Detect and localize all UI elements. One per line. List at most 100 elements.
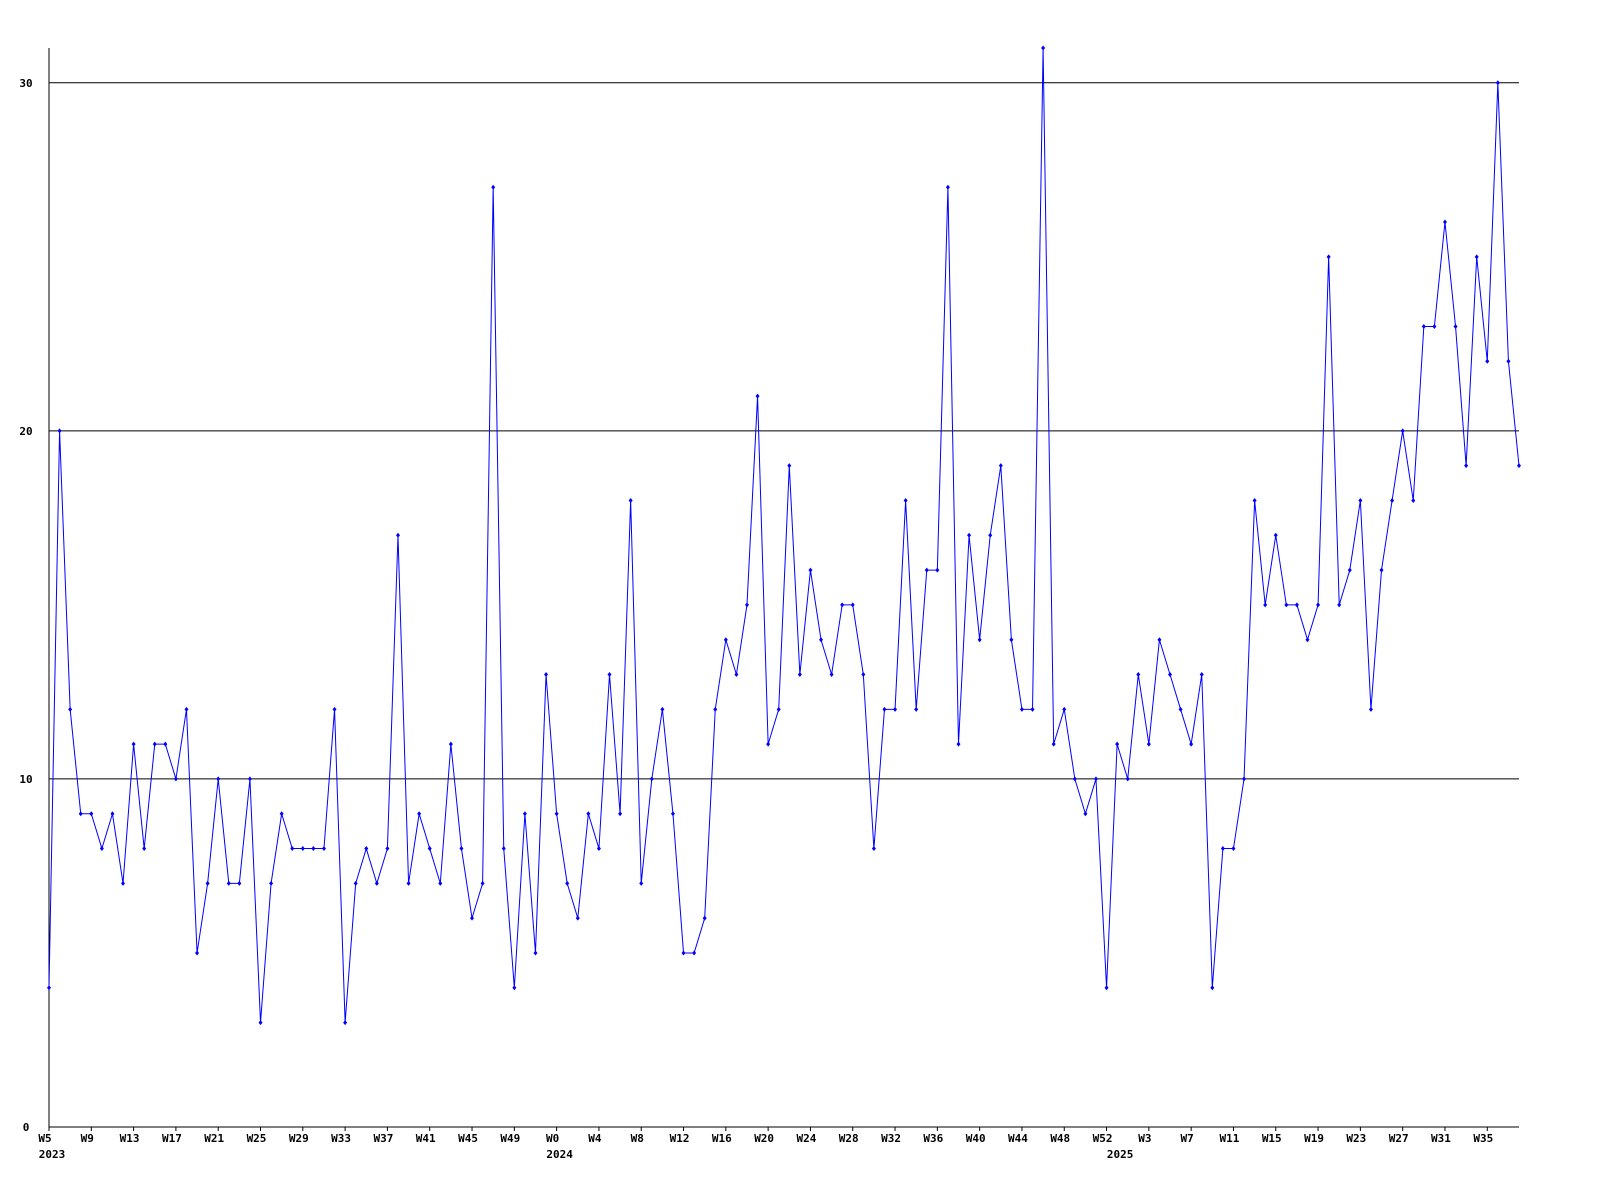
x-tick-label: W27	[1389, 1132, 1409, 1145]
data-point	[1506, 358, 1511, 364]
data-point	[1242, 776, 1247, 782]
data-point	[596, 846, 601, 852]
data-point	[1083, 811, 1088, 817]
data-point	[850, 602, 855, 608]
data-point	[163, 741, 168, 747]
x-tick-label: W33	[331, 1132, 351, 1145]
data-point	[1178, 706, 1183, 712]
data-point	[512, 985, 517, 991]
data-point	[237, 880, 242, 886]
data-point	[110, 811, 115, 817]
data-point	[713, 706, 718, 712]
x-tick-label: W35	[1473, 1132, 1493, 1145]
data-point	[1030, 706, 1035, 712]
data-point	[797, 672, 802, 678]
data-point	[819, 637, 824, 643]
data-point	[1157, 637, 1162, 643]
data-point	[1072, 776, 1077, 782]
data-point	[575, 915, 580, 921]
data-point	[1453, 323, 1458, 329]
x-tick-label: W11	[1220, 1132, 1240, 1145]
data-point	[480, 880, 485, 886]
x-tick-label: W41	[416, 1132, 436, 1145]
data-point	[184, 706, 189, 712]
data-point	[544, 672, 549, 678]
data-point	[501, 846, 506, 852]
x-tick-label: W25	[247, 1132, 267, 1145]
x-tick-label: W7	[1181, 1132, 1194, 1145]
data-point	[1146, 741, 1151, 747]
data-point	[1009, 637, 1014, 643]
data-point	[1517, 463, 1521, 469]
data-point	[893, 706, 898, 712]
x-tick-label: W0	[546, 1132, 559, 1145]
data-point	[68, 706, 73, 712]
data-point	[1062, 706, 1067, 712]
data-point	[628, 497, 633, 503]
data-point	[1390, 497, 1395, 503]
data-point	[935, 567, 940, 573]
data-point	[300, 846, 305, 852]
data-point	[914, 706, 919, 712]
year-label: 2023	[39, 1148, 66, 1161]
data-point	[332, 706, 337, 712]
data-point	[195, 950, 200, 956]
x-tick-label: W49	[500, 1132, 520, 1145]
y-tick-label: 0	[23, 1121, 30, 1134]
data-point	[1474, 254, 1479, 260]
data-point	[755, 393, 760, 399]
data-point	[1168, 672, 1173, 678]
data-point	[618, 811, 623, 817]
x-tick-label: W16	[712, 1132, 732, 1145]
data-point	[660, 706, 665, 712]
data-point	[787, 463, 792, 469]
data-point	[1252, 497, 1257, 503]
data-point	[1294, 602, 1299, 608]
year-label: 2025	[1107, 1148, 1134, 1161]
x-tick-label: W8	[631, 1132, 644, 1145]
data-point	[142, 846, 147, 852]
data-point	[1485, 358, 1490, 364]
data-point	[776, 706, 781, 712]
data-point	[1442, 219, 1447, 225]
x-tick-label: W29	[289, 1132, 309, 1145]
data-point	[1125, 776, 1130, 782]
y-tick-label: 30	[19, 77, 32, 90]
data-point	[670, 811, 675, 817]
data-point	[1464, 463, 1469, 469]
data-point	[258, 1020, 263, 1026]
data-point	[1305, 637, 1310, 643]
data-point	[522, 811, 527, 817]
data-point	[279, 811, 284, 817]
data-point	[152, 741, 157, 747]
data-point	[491, 184, 496, 190]
data-point	[1421, 323, 1426, 329]
data-point	[681, 950, 686, 956]
data-point	[766, 741, 771, 747]
data-point	[1347, 567, 1352, 573]
data-point	[1093, 776, 1098, 782]
x-tick-label: W4	[588, 1132, 602, 1145]
data-point	[205, 880, 210, 886]
data-point	[586, 811, 591, 817]
x-tick-label: W40	[966, 1132, 986, 1145]
data-point	[702, 915, 707, 921]
year-label: 2024	[546, 1148, 573, 1161]
data-point	[607, 672, 612, 678]
x-tick-label: W52	[1093, 1132, 1113, 1145]
data-point	[78, 811, 83, 817]
x-tick-label: W23	[1346, 1132, 1366, 1145]
data-point	[1326, 254, 1331, 260]
data-point	[882, 706, 887, 712]
x-tick-label: W13	[120, 1132, 140, 1145]
data-point	[1199, 672, 1204, 678]
data-point	[216, 776, 221, 782]
x-tick-label: W32	[881, 1132, 901, 1145]
data-point	[343, 1020, 348, 1026]
data-point	[269, 880, 274, 886]
data-point	[945, 184, 950, 190]
x-tick-label: W15	[1262, 1132, 1282, 1145]
data-point	[427, 846, 432, 852]
data-point	[1115, 741, 1120, 747]
